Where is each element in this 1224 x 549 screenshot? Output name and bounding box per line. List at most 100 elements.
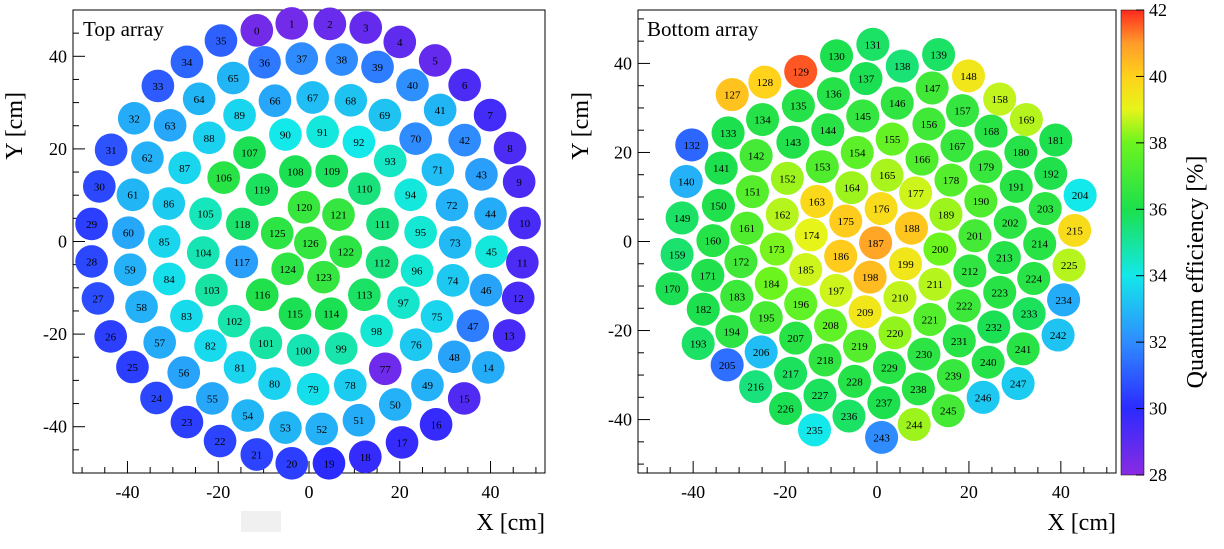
pmt-marker (867, 386, 901, 420)
pmt-20: 20 (275, 446, 309, 480)
pmt-marker (315, 154, 349, 188)
pmt-marker (669, 164, 703, 198)
pmt-181: 181 (1039, 123, 1073, 157)
pmt-171: 171 (691, 258, 725, 292)
pmt-120: 120 (287, 190, 321, 224)
pmt-10: 10 (508, 206, 541, 240)
pmt-label: 205 (719, 360, 736, 372)
y-tick-label: 0 (623, 232, 632, 252)
pmt-marker (1001, 366, 1035, 401)
pmt-label: 160 (705, 236, 722, 248)
colorbar-tick-label: 38 (1149, 133, 1167, 153)
pmt-label: 70 (410, 134, 422, 146)
pmt-label: 33 (152, 81, 164, 93)
pmt-4: 4 (383, 25, 417, 59)
pmt-marker (225, 207, 259, 241)
pmt-marker (1047, 283, 1081, 317)
pmt-33: 33 (141, 69, 175, 103)
pmt-label: 227 (812, 390, 829, 402)
pmt-marker (746, 102, 780, 137)
pmt-marker (805, 150, 839, 184)
pmt-marker (808, 343, 842, 377)
pmt-22: 22 (203, 424, 237, 458)
colorbar: 28 30 32 34 36 38 40 42 Quantum efficiency [%] (1120, 0, 1209, 485)
pmt-165: 165 (870, 158, 904, 192)
pmt-label: 98 (371, 326, 383, 338)
pmt-label: 167 (949, 141, 966, 153)
pmt-marker (704, 151, 738, 185)
pmt-marker (686, 292, 720, 326)
pmt-marker (715, 78, 749, 112)
pmt-215: 215 (1058, 213, 1092, 247)
pmt-label: 170 (664, 284, 681, 296)
pmt-label: 92 (353, 137, 364, 149)
pmt-label: 77 (380, 364, 392, 376)
pmt-label: 198 (862, 272, 879, 284)
pmt-marker (730, 211, 764, 245)
pmt-marker (152, 187, 186, 220)
pmt-78: 78 (333, 368, 367, 402)
pmt-199: 199 (888, 247, 923, 281)
pmt-label: 10 (519, 218, 531, 230)
pmt-marker (724, 244, 758, 279)
pmt-30: 30 (82, 170, 116, 203)
pmt-marker (125, 290, 158, 324)
pmt-117: 117 (225, 245, 259, 279)
pmt-193: 193 (681, 326, 715, 360)
pmt-label: 105 (197, 209, 214, 221)
pmt-136: 136 (816, 77, 850, 111)
pmt-60: 60 (112, 216, 145, 250)
pmt-121: 121 (322, 198, 355, 231)
pmt-111: 111 (366, 207, 399, 241)
pmt-label: 125 (269, 228, 286, 240)
pmt-label: 54 (242, 411, 254, 423)
pmt-91: 91 (306, 115, 339, 149)
pmt-118: 118 (225, 207, 259, 241)
pmt-label: 68 (345, 95, 357, 107)
pmt-marker (768, 391, 803, 425)
pmt-marker (1063, 178, 1097, 212)
pmt-label: 3 (363, 23, 369, 35)
pmt-marker (195, 273, 228, 307)
pmt-label: 200 (932, 244, 949, 256)
pmt-93: 93 (373, 144, 407, 178)
pmt-label: 119 (254, 185, 271, 197)
pmt-label: 100 (295, 345, 312, 357)
pmt-label: 127 (724, 90, 741, 102)
pmt-label: 140 (678, 176, 695, 188)
pmt-marker (207, 161, 241, 194)
pmt-marker (794, 218, 828, 252)
pmt-95: 95 (404, 215, 437, 249)
pmt-label: 204 (1072, 190, 1089, 202)
pmt-label: 17 (397, 437, 409, 449)
pmt-139: 139 (922, 37, 956, 72)
bottom-array-panel: -40 -20 0 20 40 -40 -20 0 20 40 127 128 129 130 131 13… (568, 9, 1117, 536)
pmt-label: 181 (1048, 135, 1065, 147)
pmt-marker (784, 287, 818, 321)
pmt-83: 83 (170, 299, 203, 333)
pmt-166: 166 (905, 142, 939, 176)
pmt-label: 95 (415, 227, 427, 239)
pmt-17: 17 (385, 426, 419, 459)
pmt-marker (217, 304, 251, 338)
pmt-label: 120 (296, 202, 313, 214)
pmt-marker (776, 125, 810, 159)
pmt-marker (905, 142, 939, 176)
pmt-label: 223 (991, 287, 1008, 299)
pmt-label: 196 (792, 299, 809, 311)
pmt-marker (117, 102, 151, 135)
pmt-89: 89 (223, 98, 256, 132)
pmt-marker (399, 328, 433, 362)
pmt-marker (313, 7, 347, 41)
pmt-label: 26 (105, 331, 117, 343)
pmt-marker (296, 81, 329, 114)
pmt-label: 201 (967, 231, 984, 243)
pmt-label: 145 (855, 111, 872, 123)
pmt-marker (231, 399, 265, 432)
pmt-161: 161 (730, 211, 764, 245)
pmt-label: 86 (163, 199, 175, 211)
y-tick-label: 20 (49, 139, 67, 159)
pmt-label: 186 (832, 251, 849, 263)
pmt-marker (368, 98, 402, 132)
pmt-26: 26 (94, 320, 128, 353)
